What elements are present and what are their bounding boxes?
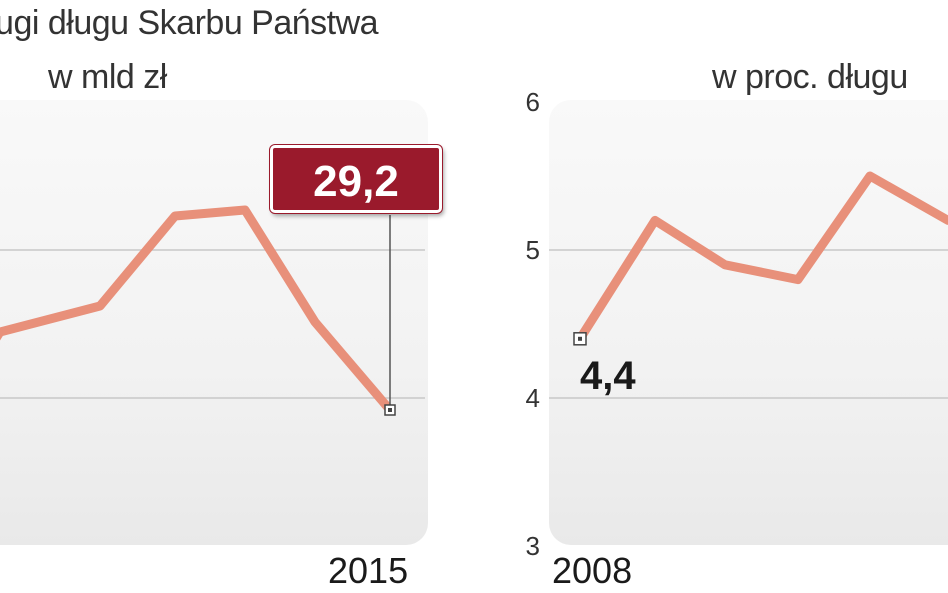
- chart1-series-line: [0, 205, 395, 415]
- chart2-series-line: [575, 171, 948, 344]
- chart1-end-marker-dot: [388, 408, 392, 412]
- chart2-x-start-label: 2008: [552, 550, 633, 591]
- chart2-y-tick-label: 5: [526, 235, 540, 265]
- chart1-subtitle: w mld zł: [48, 58, 167, 96]
- chart1-title: ługi długu Skarbu Państwa: [0, 4, 379, 42]
- chart2-y-tick-label: 4: [526, 383, 540, 413]
- chart2-start-value-label: 4,4: [580, 354, 636, 398]
- chart1-value-callout: 29,2: [270, 145, 442, 213]
- chart2-y-tick-label: 3: [526, 531, 540, 561]
- chart1-x-end-label: 2015: [328, 550, 409, 591]
- chart2-start-marker-dot: [578, 336, 582, 341]
- chart2-plot-area: [549, 100, 948, 545]
- chart2-subtitle: w proc. długu: [712, 58, 908, 96]
- chart2-y-tick-label: 6: [526, 87, 540, 117]
